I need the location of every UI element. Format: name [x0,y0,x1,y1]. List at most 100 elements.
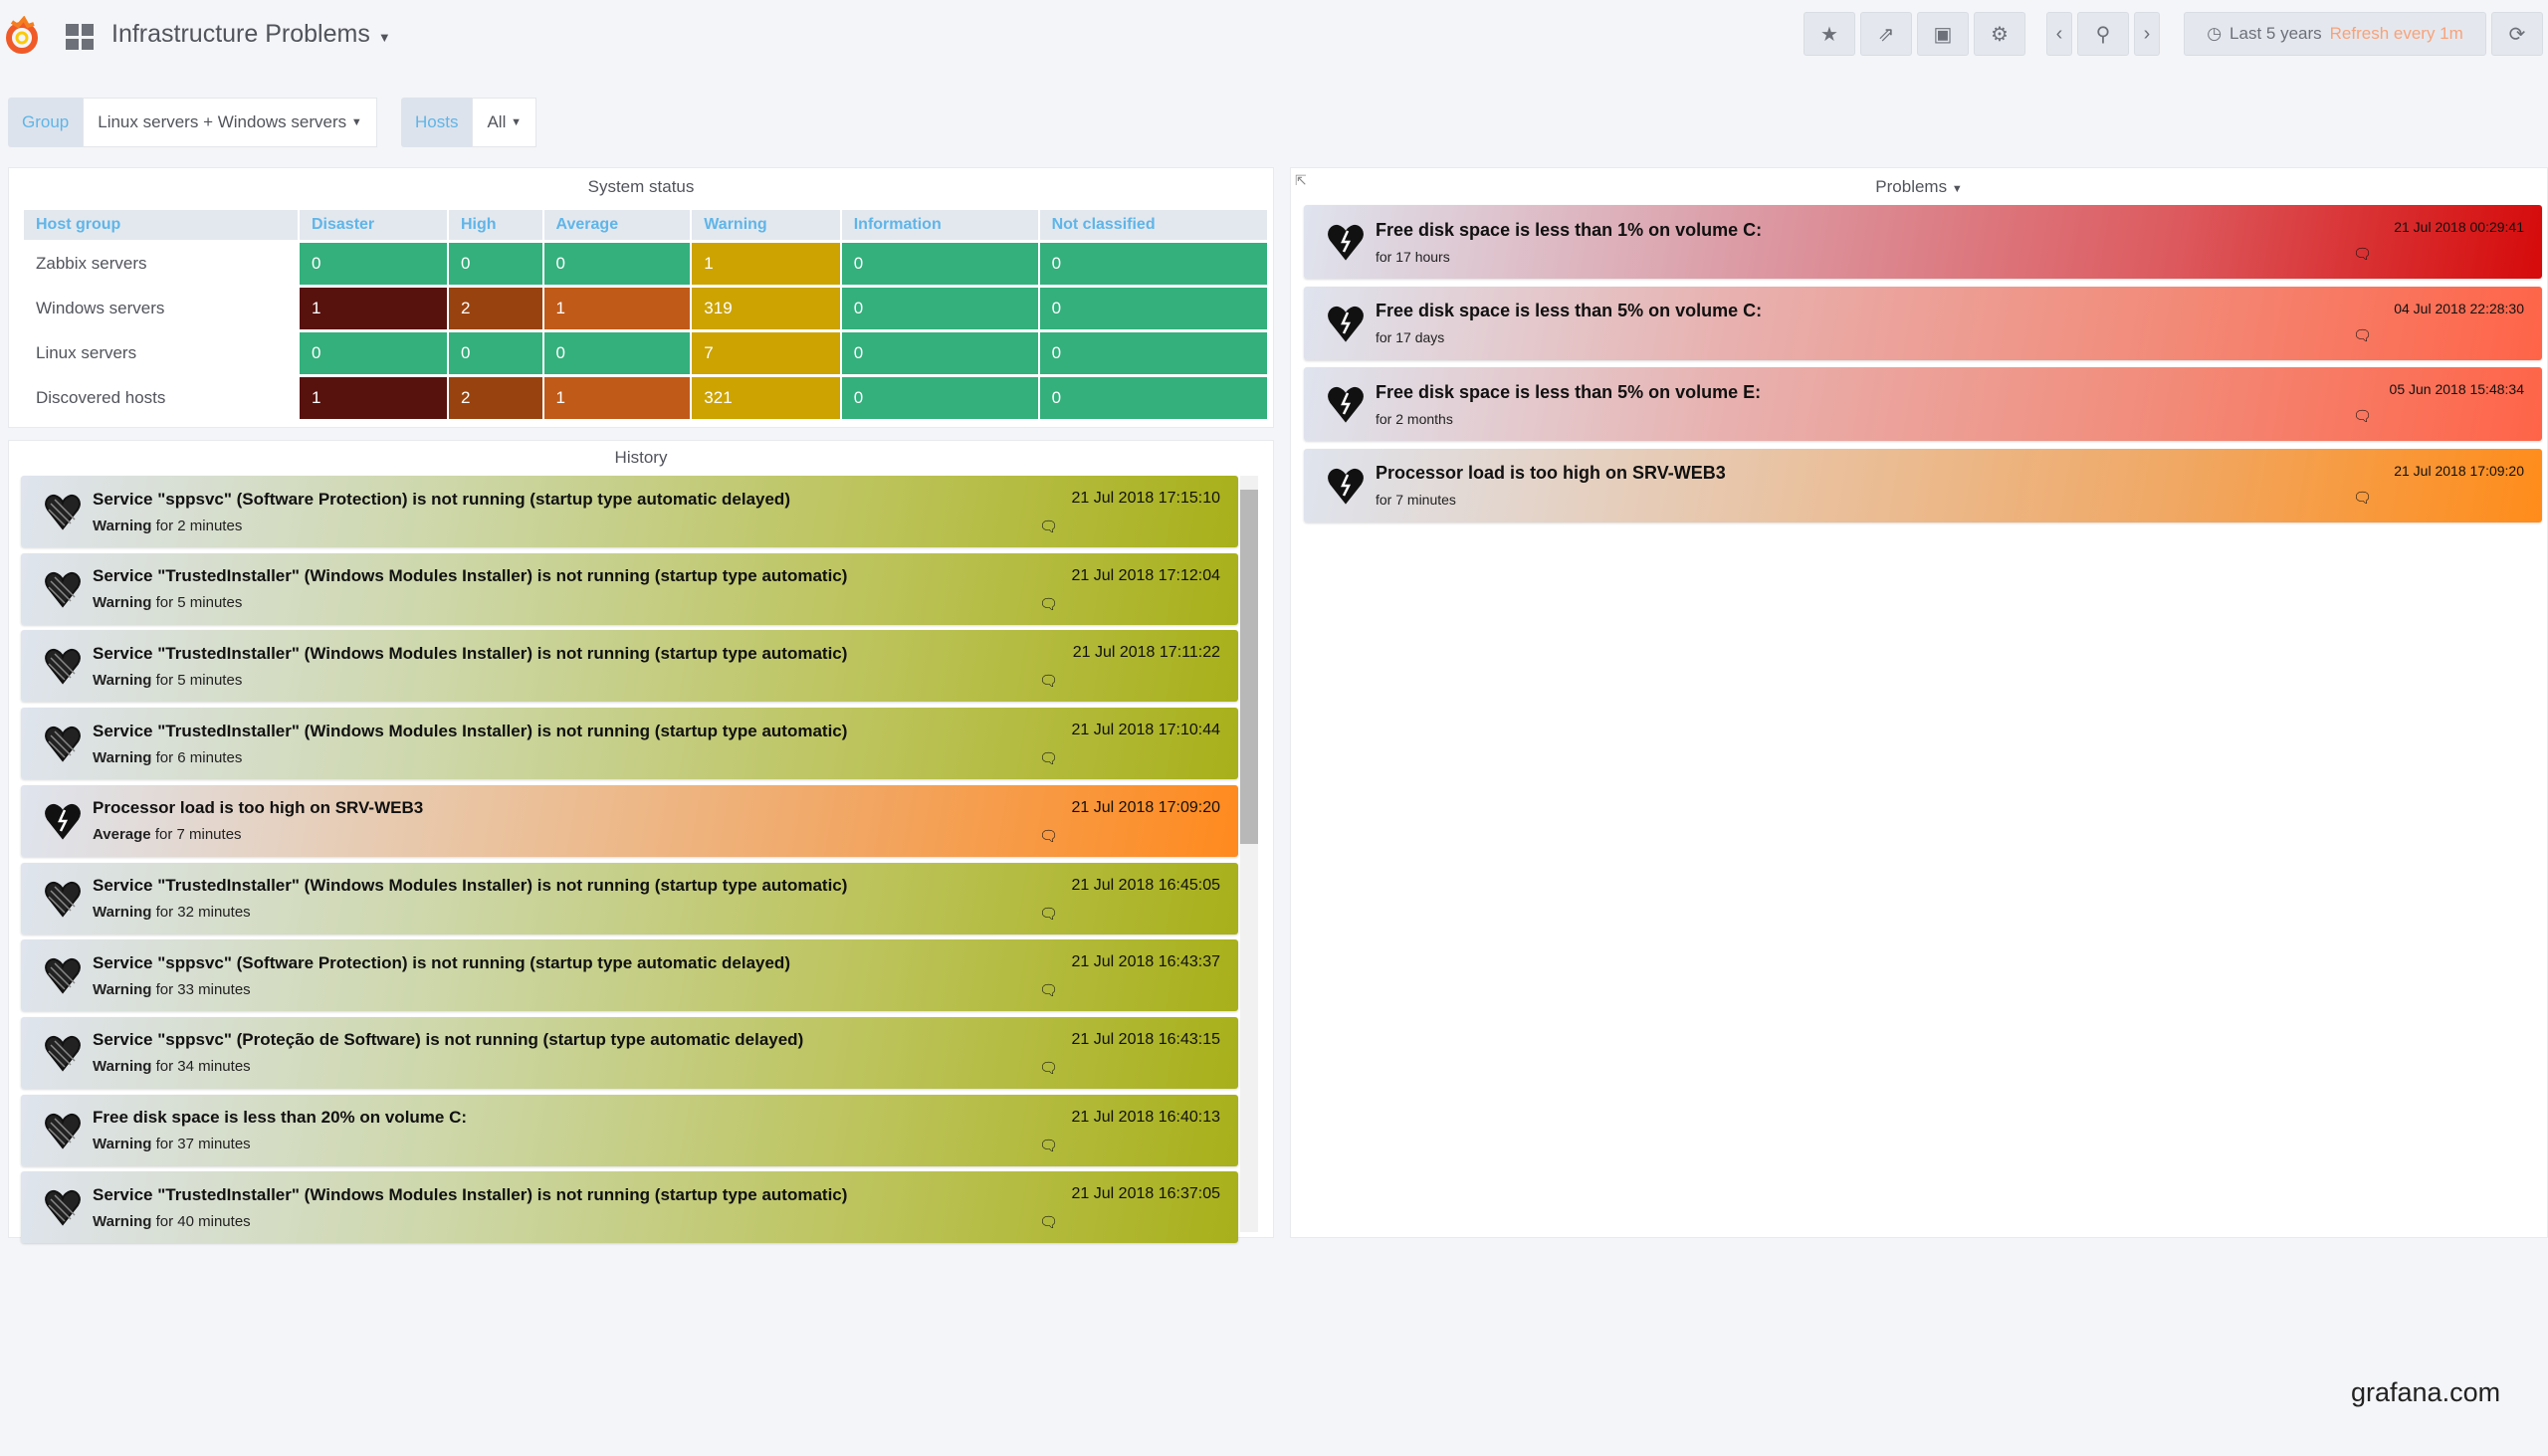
table-row: Linux servers 0 0 0 7 0 0 [24,329,1267,374]
count-cell[interactable]: 1 [543,285,691,329]
duration: for 33 minutes [155,980,251,998]
host-group-cell[interactable]: Windows servers [24,285,298,329]
count-cell[interactable]: 0 [543,329,691,374]
history-scrollbar-thumb[interactable] [1240,490,1258,844]
acknowledge-comment-icon[interactable]: 🗨 [1039,1137,1059,1154]
acknowledge-comment-icon[interactable]: 🗨 [1039,750,1059,768]
problem-title: Free disk space is less than 5% on volum… [1376,301,1763,320]
settings-button[interactable]: ⚙ [1974,12,2025,56]
refresh-button[interactable]: ⟳ [2491,12,2543,56]
history-item[interactable]: Service "TrustedInstaller" (Windows Modu… [21,1171,1238,1244]
heart-icon [45,1113,81,1149]
acknowledge-comment-icon[interactable]: 🗨 [1039,673,1059,691]
severity-label: Warning [93,1058,152,1076]
host-group-cell[interactable]: Zabbix servers [24,240,298,285]
heart-icon [45,1190,81,1226]
history-item[interactable]: Processor load is too high on SRV-WEB3 Av… [21,784,1238,857]
share-button[interactable]: ⇗ [1860,12,1912,56]
count-cell[interactable]: 0 [448,240,542,285]
dashboard-title[interactable]: Infrastructure Problems ▼ [111,20,391,49]
count-cell[interactable]: 1 [692,240,840,285]
host-group-cell[interactable]: Discovered hosts [24,374,298,419]
panel-title[interactable]: Problems ▼ [1291,177,2547,197]
variable-group-select[interactable]: Linux servers + Windows servers ▼ [83,98,377,147]
timestamp: 21 Jul 2018 17:09:20 [2394,462,2524,479]
acknowledge-comment-icon[interactable]: 🗨 [1039,1059,1059,1077]
history-item[interactable]: Service "TrustedInstaller" (Windows Modu… [21,630,1238,703]
problem-item[interactable]: Free disk space is less than 1% on volum… [1304,205,2542,279]
acknowledge-comment-icon[interactable]: 🗨 [1039,519,1059,535]
grafana-logo-icon[interactable] [4,16,40,56]
count-cell[interactable]: 319 [692,285,840,329]
column-header[interactable]: Not classified [1039,210,1267,240]
count-cell[interactable]: 0 [841,240,1038,285]
timestamp: 21 Jul 2018 16:43:15 [1071,1030,1220,1048]
count-cell[interactable]: 0 [1039,285,1267,329]
acknowledge-comment-icon[interactable]: 🗨 [1039,1214,1059,1232]
problem-item[interactable]: Processor load is too high on SRV-WEB3 fo… [1304,448,2542,522]
timestamp: 21 Jul 2018 17:12:04 [1071,566,1220,584]
count-cell[interactable]: 0 [543,240,691,285]
history-item[interactable]: Free disk space is less than 20% on volu… [21,1094,1238,1166]
duration: for 32 minutes [155,904,251,921]
time-back-button[interactable]: ‹ [2046,12,2072,56]
timestamp: 21 Jul 2018 16:43:37 [1071,953,1220,971]
count-cell[interactable]: 2 [448,374,542,419]
count-cell[interactable]: 7 [692,329,840,374]
count-cell[interactable]: 2 [448,285,542,329]
variable-group: Group Linux servers + Windows servers ▼ [8,98,377,147]
count-cell[interactable]: 0 [1039,329,1267,374]
count-cell[interactable]: 0 [1039,240,1267,285]
problem-item[interactable]: Free disk space is less than 5% on volum… [1304,367,2542,441]
count-cell[interactable]: 0 [300,329,447,374]
acknowledge-comment-icon[interactable]: 🗨 [2353,408,2373,425]
host-group-cell[interactable]: Linux servers [24,329,298,374]
time-forward-button[interactable]: › [2134,12,2160,56]
count-cell[interactable]: 1 [300,285,447,329]
acknowledge-comment-icon[interactable]: 🗨 [1039,905,1059,923]
acknowledge-comment-icon[interactable]: 🗨 [2353,326,2373,344]
count-cell[interactable]: 0 [841,329,1038,374]
count-cell[interactable]: 0 [1039,374,1267,419]
column-header[interactable]: Average [543,210,691,240]
problem-item[interactable]: Free disk space is less than 5% on volum… [1304,286,2542,360]
caret-down-icon: ▼ [511,116,522,128]
table-row: Windows servers 1 2 1 319 0 0 [24,285,1267,329]
acknowledge-comment-icon[interactable]: 🗨 [1039,827,1059,845]
column-header[interactable]: High [448,210,542,240]
panel-title[interactable]: System status [587,177,695,196]
zoom-out-button[interactable]: ⚲ [2077,12,2129,56]
acknowledge-comment-icon[interactable]: 🗨 [2353,489,2373,507]
history-item[interactable]: Service "TrustedInstaller" (Windows Modu… [21,708,1238,780]
external-link-icon[interactable]: ⇱ [1295,172,1307,188]
column-header[interactable]: Information [841,210,1038,240]
column-header[interactable]: Host group [24,210,298,240]
count-cell[interactable]: 0 [841,374,1038,419]
acknowledge-comment-icon[interactable]: 🗨 [1039,982,1059,1000]
time-picker[interactable]: ◷ Last 5 years Refresh every 1m [2184,12,2486,56]
count-cell[interactable]: 0 [448,329,542,374]
count-cell[interactable]: 0 [841,285,1038,329]
problem-title: Processor load is too high on SRV-WEB3 [1376,463,1726,483]
count-cell[interactable]: 321 [692,374,840,419]
variable-hosts-select[interactable]: All ▼ [472,98,536,147]
history-item[interactable]: Service "sppsvc" (Software Protection) i… [21,476,1238,547]
count-cell[interactable]: 1 [300,374,447,419]
acknowledge-comment-icon[interactable]: 🗨 [2353,246,2373,263]
timestamp: 21 Jul 2018 16:45:05 [1071,876,1220,894]
broken-heart-icon [1328,224,1364,261]
history-item[interactable]: Service "TrustedInstaller" (Windows Modu… [21,552,1238,625]
timestamp: 05 Jun 2018 15:48:34 [2389,381,2524,397]
column-header[interactable]: Warning [692,210,840,240]
acknowledge-comment-icon[interactable]: 🗨 [1039,595,1059,613]
save-icon: ▣ [1933,23,1953,46]
count-cell[interactable]: 1 [543,374,691,419]
count-cell[interactable]: 0 [300,240,447,285]
panel-title[interactable]: History [614,448,668,467]
history-item[interactable]: Service "TrustedInstaller" (Windows Modu… [21,862,1238,935]
history-item[interactable]: Service "sppsvc" (Proteção de Software) … [21,1016,1238,1089]
save-button[interactable]: ▣ [1917,12,1969,56]
star-button[interactable]: ★ [1804,12,1855,56]
history-item[interactable]: Service "sppsvc" (Software Protection) i… [21,939,1238,1012]
column-header[interactable]: Disaster [300,210,447,240]
